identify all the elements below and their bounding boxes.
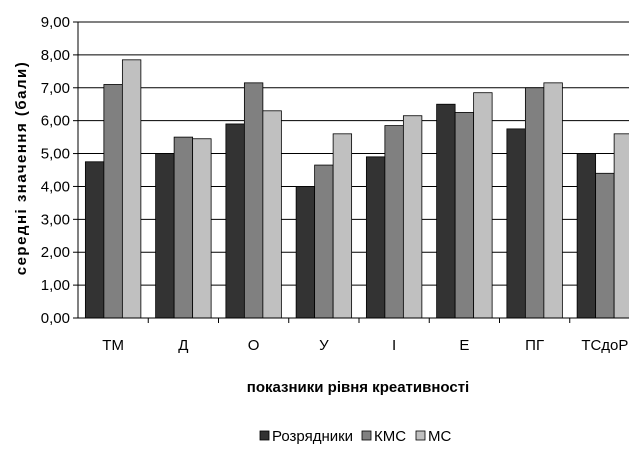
legend-swatch xyxy=(415,430,426,441)
x-tick-label: ТСдоР xyxy=(581,337,628,354)
bar xyxy=(365,156,386,319)
x-tick-label: ПГ xyxy=(525,337,544,354)
bar xyxy=(576,153,597,319)
y-tick-label: 8,00 xyxy=(41,47,70,64)
legend-label: МС xyxy=(428,428,451,445)
y-tick-label: 3,00 xyxy=(41,211,70,228)
x-tick-label: ТМ xyxy=(102,337,124,354)
x-tick-label: Д xyxy=(178,337,188,354)
bar xyxy=(613,133,629,319)
bar xyxy=(454,112,475,319)
x-axis-title: показники рівня креативності xyxy=(247,379,469,396)
y-tick-labels: 0,00 1,00 2,00 3,00 4,00 5,00 6,00 7,00 8,00 9,00 xyxy=(41,14,70,327)
bars xyxy=(84,59,629,319)
legend-label: Розрядники xyxy=(272,428,353,445)
y-tick-label: 1,00 xyxy=(41,277,70,294)
bar xyxy=(103,84,123,319)
y-tick-label: 7,00 xyxy=(41,80,70,97)
x-tick-label: У xyxy=(319,337,329,354)
bar xyxy=(595,172,615,319)
y-tick-label: 9,00 xyxy=(41,14,70,31)
bar xyxy=(402,115,423,319)
legend: Розрядники КМС МС xyxy=(259,428,451,445)
x-tick-label: І xyxy=(392,337,396,354)
legend-swatch xyxy=(361,430,372,441)
legend-swatch xyxy=(259,430,270,441)
y-tick-label: 4,00 xyxy=(41,178,70,195)
bar xyxy=(84,161,105,319)
bar xyxy=(262,110,282,319)
bar xyxy=(506,128,526,319)
bar xyxy=(295,186,316,319)
bar xyxy=(173,136,194,319)
y-tick-label: 5,00 xyxy=(41,146,70,163)
bar xyxy=(155,153,175,319)
bar xyxy=(314,164,334,319)
legend-label: КМС xyxy=(374,428,406,445)
bar xyxy=(384,125,404,319)
bar xyxy=(121,59,142,319)
x-tick-label: О xyxy=(248,337,260,354)
bar xyxy=(524,87,545,319)
bar xyxy=(243,82,264,319)
y-tick-label: 0,00 xyxy=(41,310,70,327)
bar xyxy=(225,123,245,319)
bar xyxy=(436,103,456,319)
bar xyxy=(473,92,493,319)
x-tick-label: Е xyxy=(459,337,469,354)
y-axis-title: середні значення (бали) xyxy=(13,61,30,276)
y-tick-label: 6,00 xyxy=(41,113,70,130)
bar xyxy=(543,82,563,319)
y-tick-label: 2,00 xyxy=(41,244,70,261)
x-tick-labels: ТМ Д О У І Е ПГ ТСдоР xyxy=(102,318,628,354)
bar xyxy=(332,133,353,319)
bar xyxy=(192,138,212,319)
